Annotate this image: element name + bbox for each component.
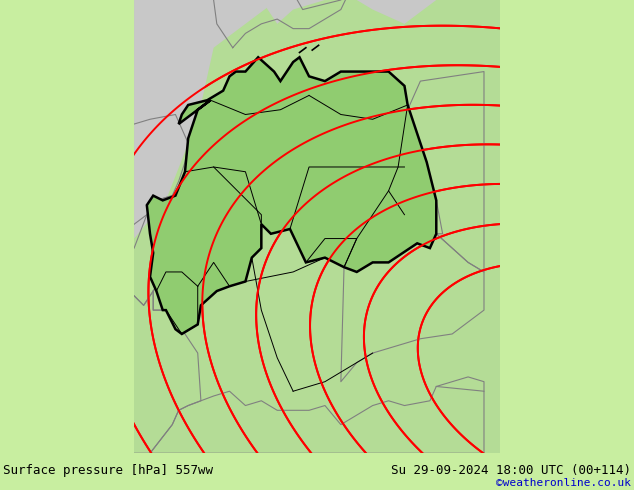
Text: 1025: 1025 [537, 67, 566, 79]
Text: 1030: 1030 [517, 472, 547, 489]
Polygon shape [134, 0, 277, 239]
Text: 1024: 1024 [537, 28, 566, 41]
Text: ©weatheronline.co.uk: ©weatheronline.co.uk [496, 478, 631, 488]
Polygon shape [261, 0, 500, 24]
Text: Surface pressure [hPa] 557ww: Surface pressure [hPa] 557ww [3, 464, 213, 477]
Polygon shape [147, 57, 436, 334]
Text: Su 29-09-2024 18:00 UTC (00+114): Su 29-09-2024 18:00 UTC (00+114) [391, 464, 631, 477]
